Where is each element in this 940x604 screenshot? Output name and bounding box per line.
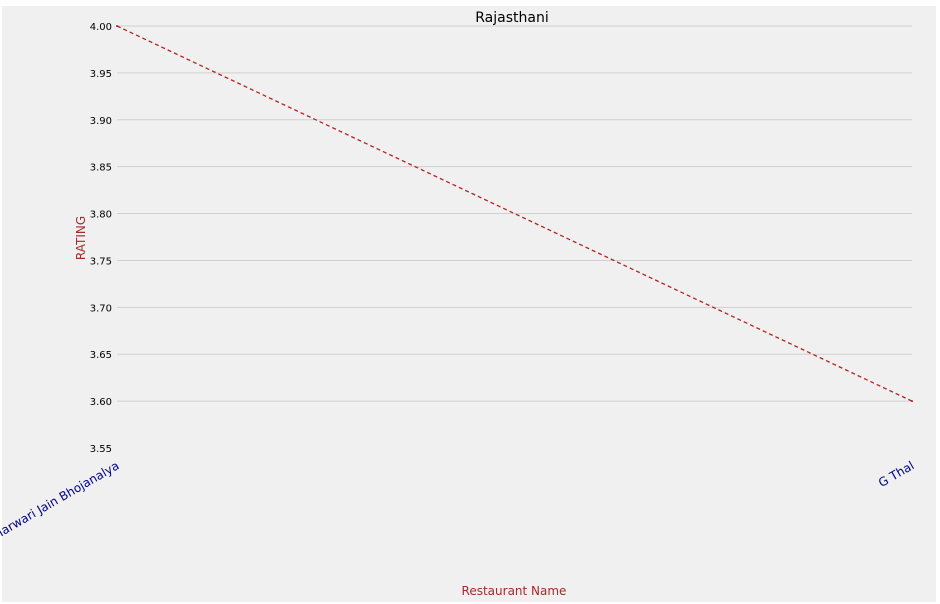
- chart-title: Rajasthani: [475, 10, 548, 26]
- y-tick-label: 3.90: [90, 116, 112, 127]
- y-tick-label: 3.85: [90, 163, 112, 174]
- y-tick-label: 3.75: [90, 256, 112, 267]
- y-tick-label: 3.80: [90, 210, 112, 221]
- y-tick-label: 3.65: [90, 350, 112, 361]
- y-tick-label: 4.00: [90, 22, 112, 33]
- y-tick-label: 3.55: [90, 444, 112, 455]
- data-point: [116, 25, 118, 27]
- y-tick-label: 3.95: [90, 69, 112, 80]
- y-axis-label: RATING: [74, 216, 88, 260]
- x-axis-label: Restaurant Name: [462, 584, 567, 598]
- plot-background: [2, 6, 936, 602]
- grid-lines: [117, 25, 912, 402]
- y-tick-labels: 3.55 3.60 3.65 3.70 3.75 3.80 3.85 3.90 3.95 4.00: [90, 22, 112, 455]
- data-point: [911, 400, 913, 403]
- y-tick-label: 3.70: [90, 303, 112, 314]
- series-lines: [116, 25, 913, 403]
- y-tick-label: 3.60: [90, 397, 112, 408]
